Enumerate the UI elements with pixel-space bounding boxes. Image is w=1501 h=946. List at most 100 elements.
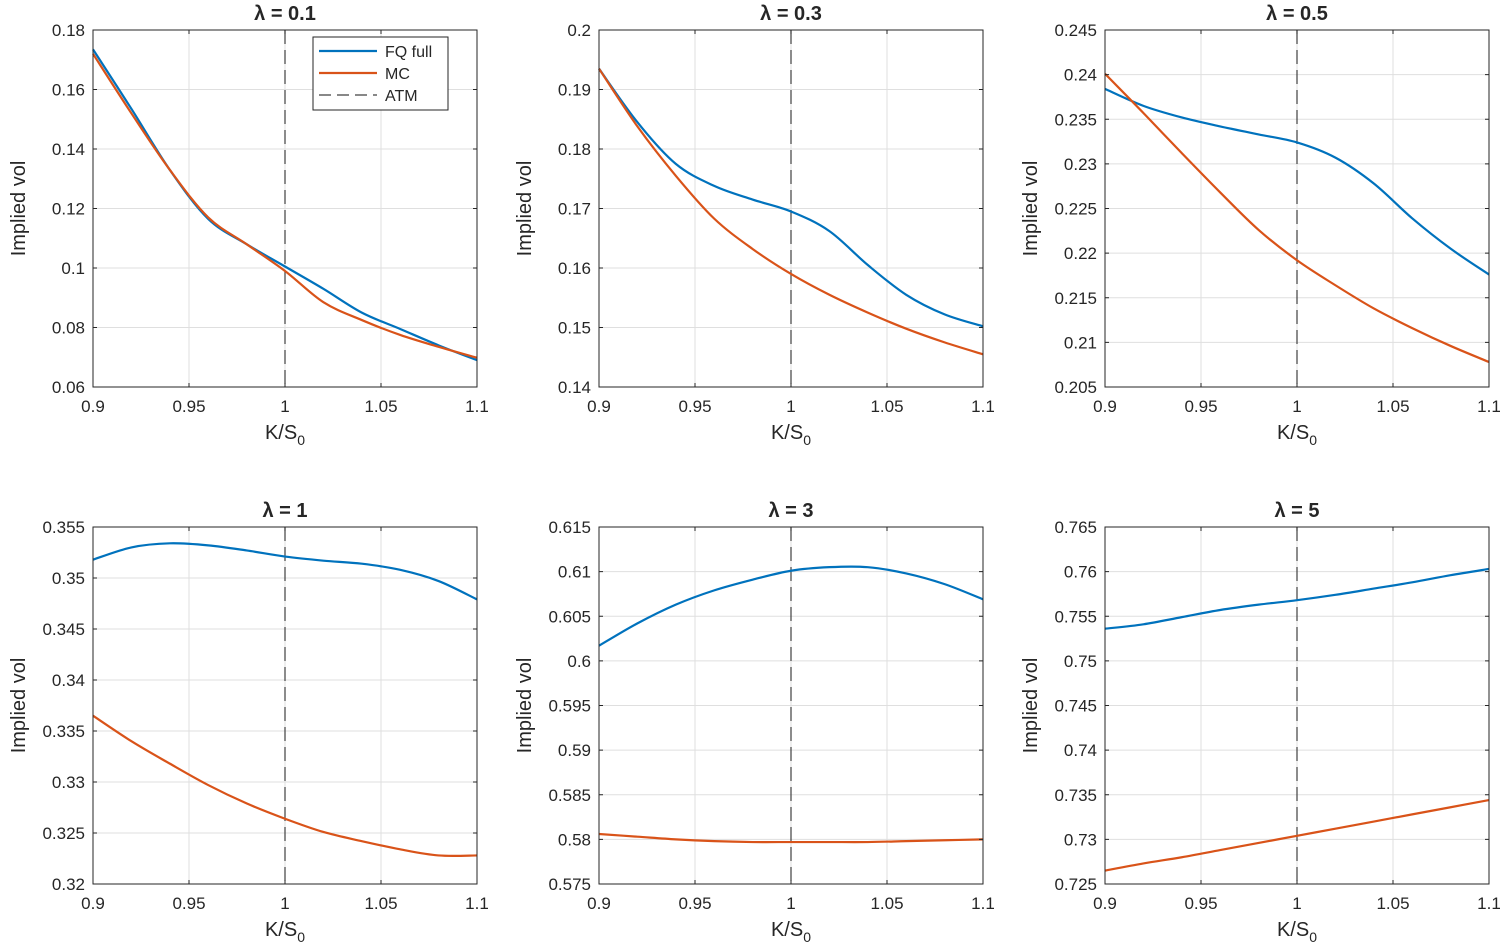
y-axis-label: Implied vol — [514, 161, 536, 257]
y-tick-label: 0.74 — [1064, 741, 1097, 760]
y-tick-label: 0.2 — [567, 21, 591, 40]
y-tick-label: 0.575 — [548, 875, 591, 894]
x-tick-label: 1.05 — [364, 894, 397, 913]
legend-label: FQ full — [385, 44, 432, 61]
x-tick-label: 1.05 — [1376, 894, 1409, 913]
y-tick-label: 0.76 — [1064, 563, 1097, 582]
panel-3: 0.9 0.95 1 1.05 1.1 0.205 0.21 0.215 0.22 0.225 0.… — [1020, 3, 1501, 448]
y-tick-label: 0.335 — [42, 722, 85, 741]
x-axis-label-subscript: 0 — [803, 929, 811, 945]
y-tick-label: 0.745 — [1054, 697, 1097, 716]
x-tick-label: 1 — [280, 894, 289, 913]
y-tick-label: 0.33 — [52, 773, 85, 792]
series-line-fq-full — [1104, 567, 1490, 630]
y-tick-label: 0.16 — [558, 259, 591, 278]
y-tick-label: 0.08 — [52, 319, 85, 338]
x-axis-label: K/S0 — [265, 919, 305, 945]
x-tick-label: 1.05 — [1376, 397, 1409, 416]
x-axis-label-main: K/S — [1277, 422, 1309, 444]
y-tick-label: 0.12 — [52, 200, 85, 219]
y-tick-label: 0.1 — [61, 259, 85, 278]
legend: FQ full MC ATM — [312, 36, 449, 111]
x-tick-label: 0.9 — [587, 397, 611, 416]
panel-4: 0.9 0.95 1 1.05 1.1 0.32 0.325 0.33 0.335 0.34 0.3… — [8, 500, 489, 945]
y-tick-label: 0.585 — [548, 786, 591, 805]
x-tick-label: 0.95 — [678, 397, 711, 416]
y-tick-label: 0.59 — [558, 741, 591, 760]
x-tick-label: 0.95 — [172, 894, 205, 913]
y-tick-label: 0.22 — [1064, 244, 1097, 263]
series-line-mc — [1104, 799, 1490, 872]
y-tick-label: 0.225 — [1054, 200, 1097, 219]
x-tick-label: 1.05 — [870, 397, 903, 416]
y-tick-label: 0.345 — [42, 620, 85, 639]
x-tick-label: 0.9 — [81, 397, 105, 416]
series-line-fq-full — [1104, 87, 1490, 276]
x-axis-label-subscript: 0 — [297, 929, 305, 945]
x-tick-label: 1.1 — [465, 397, 489, 416]
x-tick-label: 0.95 — [1184, 397, 1217, 416]
series-line-mc — [1104, 72, 1490, 364]
panel-title: λ = 3 — [768, 500, 813, 522]
y-tick-label: 0.14 — [52, 140, 85, 159]
series-line-fq-full — [92, 542, 478, 601]
x-tick-label: 0.95 — [172, 397, 205, 416]
panel-title: λ = 0.1 — [254, 3, 316, 25]
panel-1: 0.9 0.95 1 1.05 1.1 0.06 0.08 0.1 0.12 0.14 0.16 0.… — [8, 3, 489, 448]
y-tick-label: 0.765 — [1054, 518, 1097, 537]
x-tick-label: 1.1 — [1477, 894, 1501, 913]
legend-label: ATM — [385, 88, 418, 105]
y-tick-label: 0.18 — [558, 140, 591, 159]
y-tick-label: 0.18 — [52, 21, 85, 40]
y-tick-label: 0.6 — [567, 652, 591, 671]
y-tick-label: 0.235 — [1054, 110, 1097, 129]
x-axis-label: K/S0 — [771, 422, 811, 448]
y-tick-label: 0.35 — [52, 569, 85, 588]
x-tick-label: 1 — [786, 894, 795, 913]
x-tick-label: 1 — [1292, 894, 1301, 913]
x-tick-label: 1.1 — [465, 894, 489, 913]
x-axis-label-main: K/S — [1277, 919, 1309, 941]
panel-5: 0.9 0.95 1 1.05 1.1 0.575 0.58 0.585 0.59 0.595 0.… — [514, 500, 995, 945]
x-axis-label-main: K/S — [771, 422, 803, 444]
x-axis-label-main: K/S — [265, 422, 297, 444]
y-tick-label: 0.615 — [548, 518, 591, 537]
y-tick-label: 0.75 — [1064, 652, 1097, 671]
y-tick-label: 0.245 — [1054, 21, 1097, 40]
x-axis-label: K/S0 — [1277, 919, 1317, 945]
x-axis-label-main: K/S — [771, 919, 803, 941]
x-tick-label: 0.95 — [678, 894, 711, 913]
x-tick-label: 0.9 — [1093, 894, 1117, 913]
y-tick-label: 0.61 — [558, 563, 591, 582]
x-axis-label: K/S0 — [265, 422, 305, 448]
x-tick-label: 1.1 — [971, 894, 995, 913]
y-tick-label: 0.14 — [558, 378, 591, 397]
y-tick-label: 0.605 — [548, 607, 591, 626]
y-axis-label: Implied vol — [514, 658, 536, 754]
x-axis-label-subscript: 0 — [297, 432, 305, 448]
x-tick-label: 1.1 — [1477, 397, 1501, 416]
x-axis-label-subscript: 0 — [803, 432, 811, 448]
y-axis-label: Implied vol — [8, 161, 30, 257]
y-axis-label: Implied vol — [1020, 658, 1042, 754]
y-tick-label: 0.215 — [1054, 289, 1097, 308]
x-axis-label-subscript: 0 — [1309, 432, 1317, 448]
y-tick-label: 0.725 — [1054, 875, 1097, 894]
y-tick-label: 0.15 — [558, 319, 591, 338]
y-axis-label: Implied vol — [8, 658, 30, 754]
legend-label: MC — [385, 66, 410, 83]
y-tick-label: 0.595 — [548, 697, 591, 716]
series-line-mc — [92, 714, 478, 857]
x-tick-label: 1.05 — [870, 894, 903, 913]
y-tick-label: 0.34 — [52, 671, 85, 690]
y-tick-label: 0.325 — [42, 824, 85, 843]
panel-title: λ = 0.5 — [1266, 3, 1328, 25]
x-tick-label: 1.1 — [971, 397, 995, 416]
y-tick-label: 0.755 — [1054, 607, 1097, 626]
x-tick-label: 1 — [1292, 397, 1301, 416]
series-line-fq-full — [598, 68, 984, 328]
y-tick-label: 0.58 — [558, 830, 591, 849]
x-tick-label: 1.05 — [364, 397, 397, 416]
x-axis-label-main: K/S — [265, 919, 297, 941]
